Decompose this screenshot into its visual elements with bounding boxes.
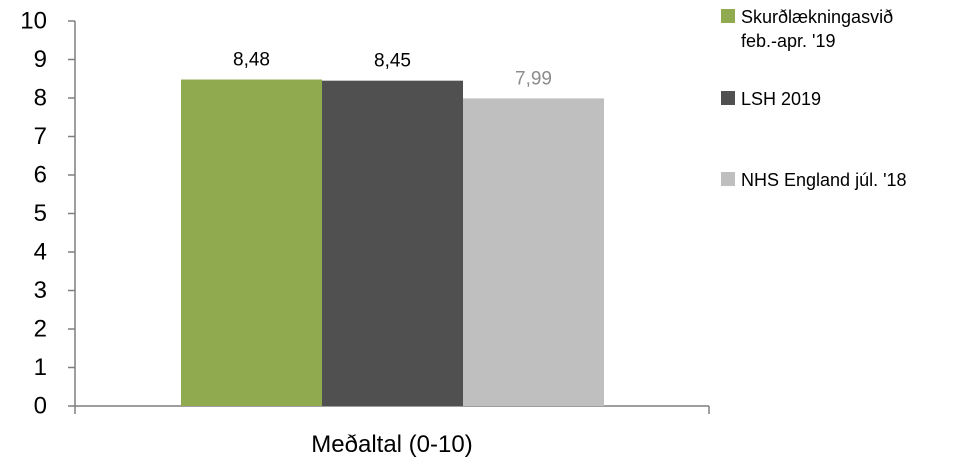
legend-item-3: NHS England júl. '18	[721, 170, 907, 190]
x-category-label: Meðaltal (0-10)	[311, 431, 472, 458]
y-tick-label: 2	[34, 316, 47, 343]
y-tick-label: 1	[34, 354, 47, 381]
y-axis-ticks: 0 1 2 3 4 5 6 7 8 9 10	[20, 8, 710, 420]
legend-swatch	[721, 172, 735, 186]
bars	[181, 79, 604, 407]
y-tick-label: 0	[34, 393, 47, 420]
legend: Skurðlækningasvið feb.-apr. '19 LSH 2019 NH…	[721, 7, 907, 190]
bar-1	[181, 79, 322, 407]
y-tick-label: 7	[34, 123, 47, 150]
x-axis-categories: Meðaltal (0-10)	[311, 431, 472, 458]
bar-2	[322, 80, 463, 407]
legend-swatch	[721, 9, 735, 23]
legend-label: Skurðlækningasvið	[741, 7, 893, 27]
y-tick-label: 10	[20, 8, 47, 35]
y-tick-label: 9	[34, 46, 47, 73]
y-tick-label: 6	[34, 162, 47, 189]
legend-swatch	[721, 91, 735, 105]
data-labels: 8,48 8,45 7,99	[233, 50, 552, 90]
legend-label: feb.-apr. '19	[741, 31, 836, 51]
data-label-2: 8,45	[374, 51, 411, 72]
y-tick-label: 3	[34, 277, 47, 304]
data-label-1: 8,48	[233, 50, 270, 71]
data-label-3: 7,99	[515, 68, 552, 89]
y-tick-label: 8	[34, 85, 47, 112]
bar-3	[463, 98, 604, 406]
legend-item-1: Skurðlækningasvið feb.-apr. '19	[721, 7, 893, 51]
legend-label: LSH 2019	[741, 89, 821, 109]
legend-label: NHS England júl. '18	[741, 170, 907, 190]
y-tick-label: 4	[34, 239, 47, 266]
y-tick-label: 5	[34, 200, 47, 227]
legend-item-2: LSH 2019	[721, 89, 821, 109]
